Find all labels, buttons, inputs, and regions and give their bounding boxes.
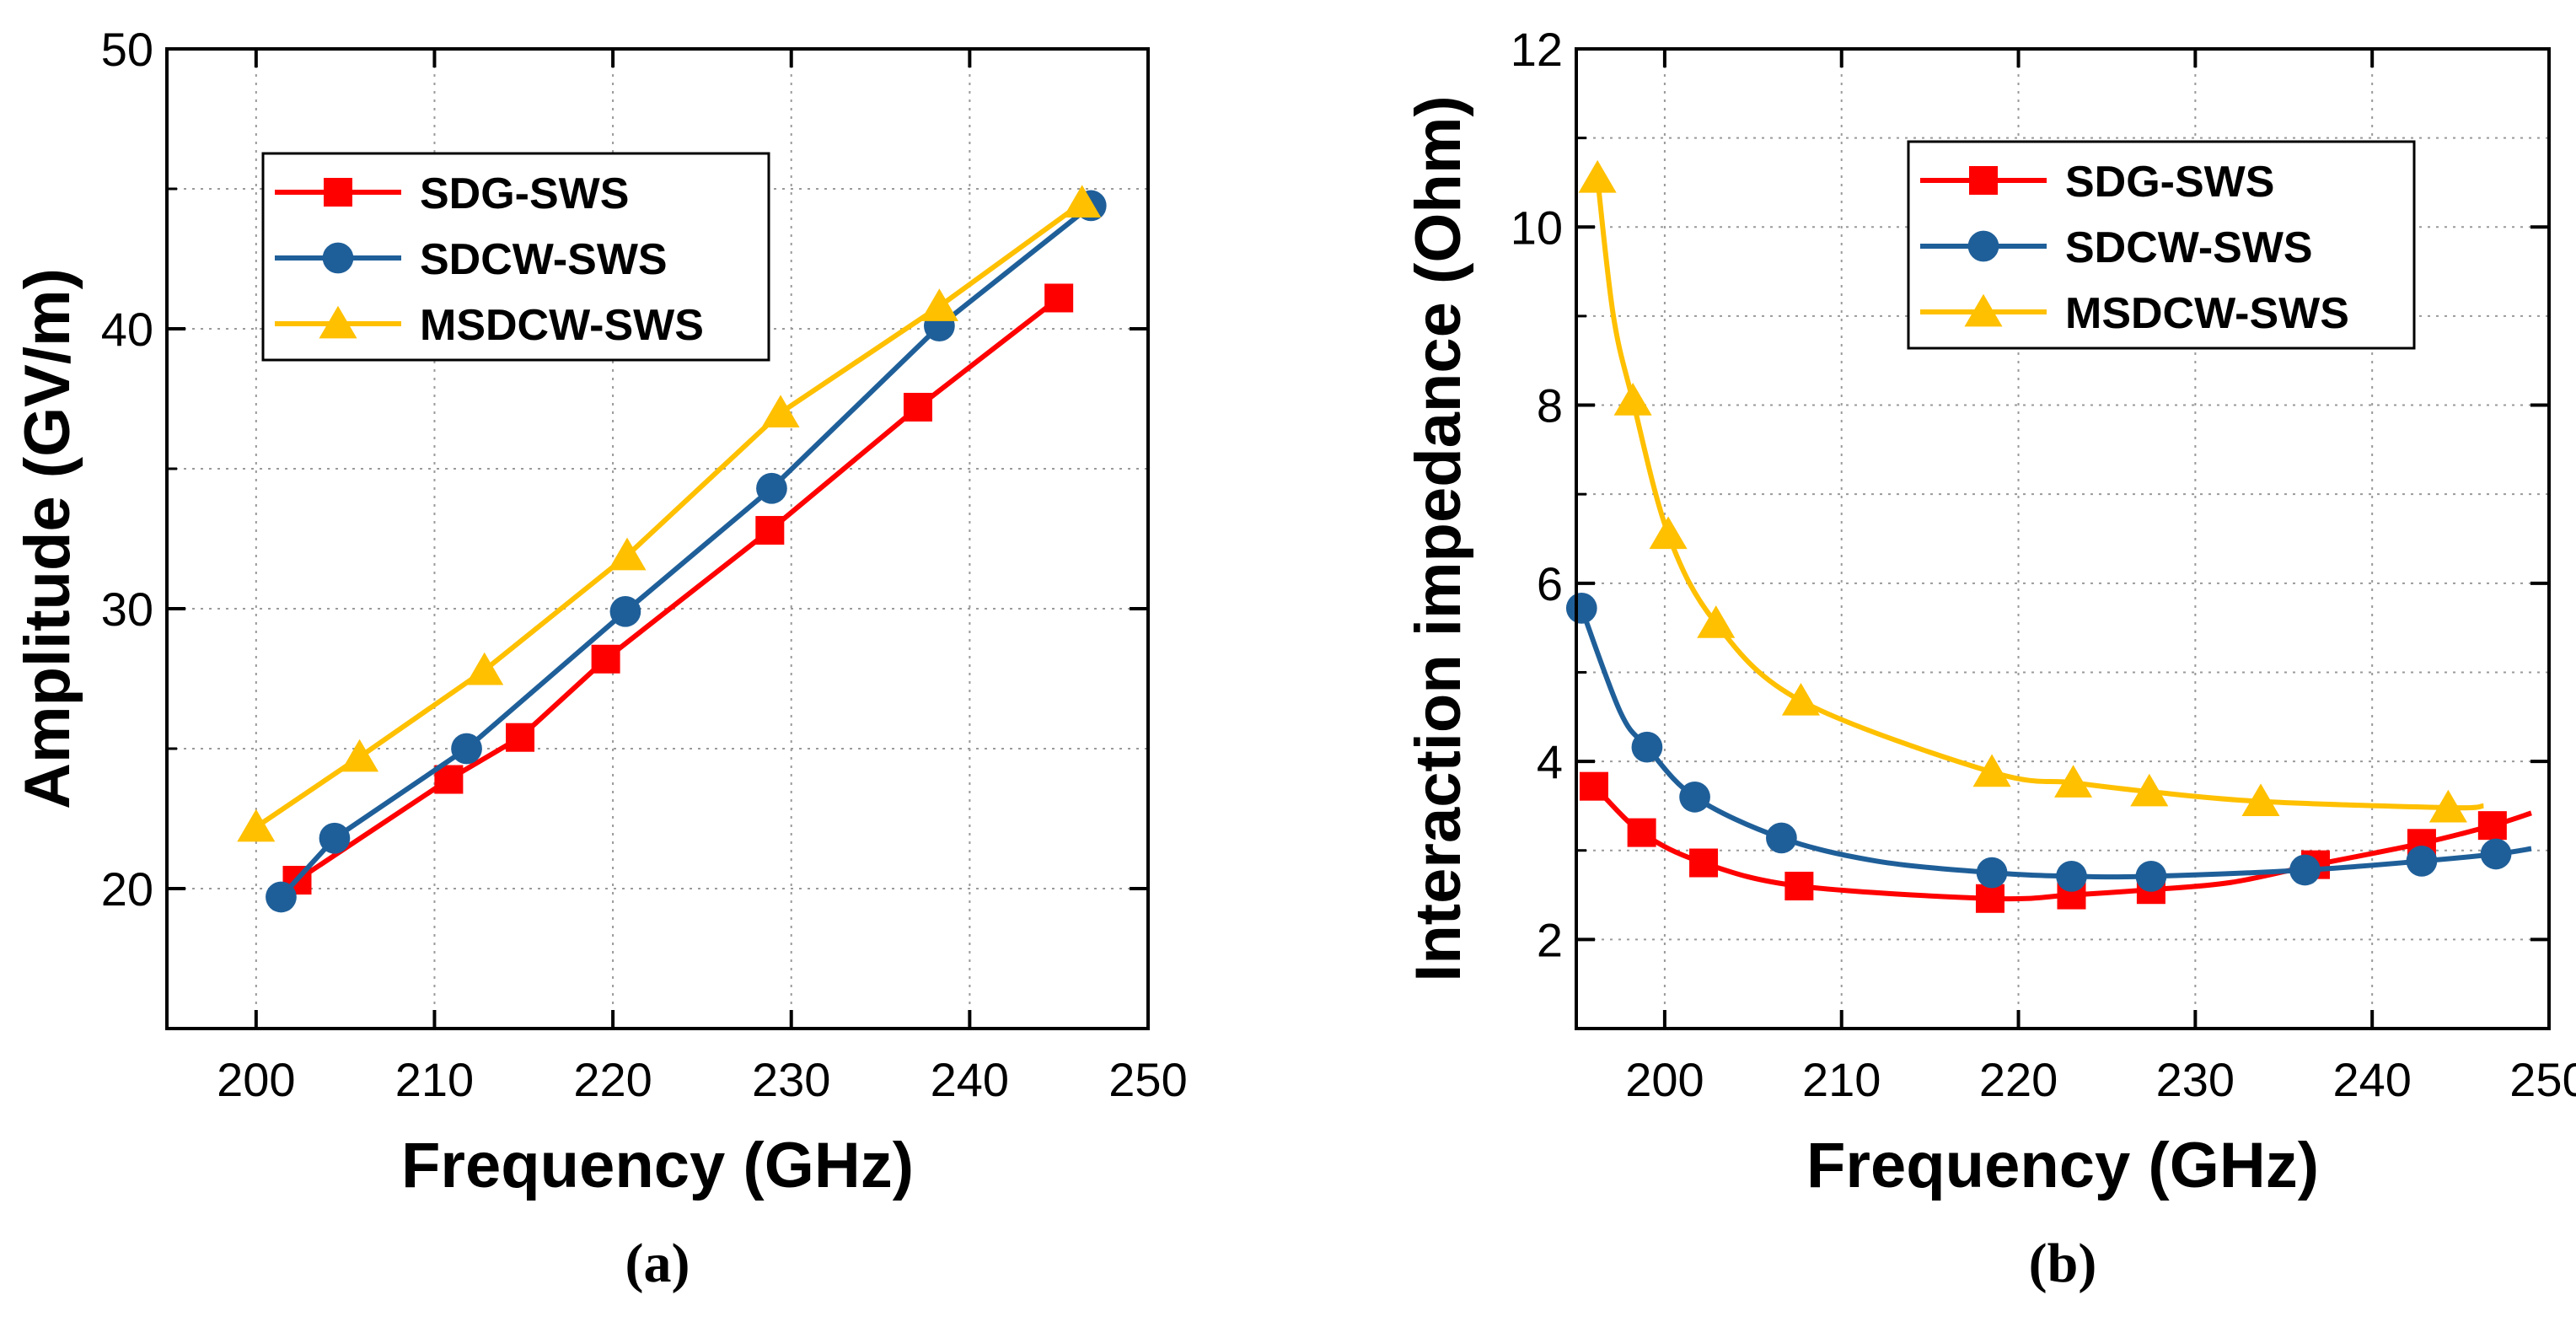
x-tick-label: 220 bbox=[1979, 1053, 2058, 1106]
legend-label: SDG-SWS bbox=[420, 169, 629, 218]
legend-label: MSDCW-SWS bbox=[2065, 289, 2349, 338]
y-tick-label: 10 bbox=[1511, 201, 1563, 254]
legend-marker-square bbox=[324, 178, 352, 207]
x-tick-label: 200 bbox=[1625, 1053, 1704, 1106]
data-point bbox=[2428, 789, 2467, 823]
data-point bbox=[2289, 854, 2321, 886]
series-line bbox=[1579, 607, 2532, 880]
legend-marker-square bbox=[1969, 166, 1998, 195]
data-point bbox=[1613, 383, 1652, 416]
y-tick-label: 12 bbox=[1511, 23, 1563, 76]
series-sdcw-sws bbox=[1565, 593, 2532, 892]
legend-label: SDCW-SWS bbox=[2065, 223, 2313, 272]
y-tick-label: 30 bbox=[101, 583, 153, 636]
data-point bbox=[1689, 848, 1719, 878]
x-axis-label: Frequency (GHz) bbox=[1806, 1130, 2319, 1201]
data-point bbox=[2480, 838, 2512, 870]
data-point bbox=[1679, 781, 1710, 813]
plot-frame bbox=[165, 47, 1150, 1030]
legend: SDG-SWS SDCW-SWS MSDCW-SWS bbox=[1907, 140, 2416, 350]
x-tick-label: 240 bbox=[931, 1053, 1009, 1106]
data-point bbox=[341, 739, 379, 772]
data-point bbox=[761, 395, 800, 428]
data-point bbox=[1697, 605, 1736, 638]
data-point bbox=[591, 644, 620, 674]
data-point bbox=[1766, 822, 1797, 854]
chart-panel-a: 200 210 220 230 240 250 20 30 40 50 Frequency (GHz… bbox=[12, 23, 1188, 1294]
y-tick-label: 50 bbox=[101, 23, 153, 76]
data-point bbox=[2241, 783, 2280, 817]
data-point bbox=[465, 652, 504, 685]
data-point bbox=[1044, 283, 1074, 313]
legend-marker-circle bbox=[1967, 230, 1999, 262]
series-msdcw-sws bbox=[237, 185, 1102, 842]
y-axis-label: Interaction impedance (Ohm) bbox=[1403, 95, 1474, 982]
data-point bbox=[1565, 593, 1597, 624]
x-tick-label: 230 bbox=[752, 1053, 830, 1106]
x-tick-label: 210 bbox=[1802, 1053, 1881, 1106]
legend-label: SDCW-SWS bbox=[420, 235, 668, 284]
data-point bbox=[2135, 861, 2167, 892]
data-point bbox=[903, 392, 932, 422]
data-point bbox=[756, 472, 787, 504]
data-point bbox=[1781, 683, 1820, 716]
data-point bbox=[2130, 773, 2169, 807]
x-tick-label: 250 bbox=[2509, 1053, 2576, 1106]
axes: 200 210 220 230 240 250 2 4 6 8 10 12 bbox=[1511, 23, 2576, 1106]
y-axis-label: Amplitude (GV/m) bbox=[12, 268, 83, 809]
data-point bbox=[319, 822, 351, 854]
y-tick-label: 40 bbox=[101, 303, 153, 356]
data-point bbox=[1579, 771, 1608, 801]
data-point bbox=[2477, 811, 2507, 841]
axes: 200 210 220 230 240 250 20 30 40 50 bbox=[101, 23, 1188, 1106]
data-point bbox=[266, 881, 297, 913]
series-sdg-sws bbox=[282, 283, 1074, 895]
legend-marker-triangle bbox=[1964, 293, 2003, 327]
y-tick-label: 8 bbox=[1537, 379, 1563, 432]
data-point bbox=[608, 537, 647, 571]
x-tick-label: 220 bbox=[573, 1053, 652, 1106]
panel-label: (b) bbox=[2029, 1233, 2097, 1294]
x-tick-label: 200 bbox=[217, 1053, 295, 1106]
data-point bbox=[506, 723, 535, 752]
data-point bbox=[755, 516, 785, 545]
series-msdcw-sws bbox=[1578, 159, 2484, 823]
data-point bbox=[1976, 857, 2008, 889]
data-point bbox=[2056, 861, 2087, 892]
data-point bbox=[1631, 731, 1663, 763]
x-tick-label: 230 bbox=[2156, 1053, 2235, 1106]
panel-label: (a) bbox=[625, 1233, 690, 1294]
x-tick-label: 240 bbox=[2332, 1053, 2411, 1106]
x-tick-label: 250 bbox=[1108, 1053, 1187, 1106]
data-point bbox=[609, 595, 641, 627]
data-point bbox=[920, 288, 958, 321]
data-point bbox=[1627, 818, 1656, 847]
data-point bbox=[451, 733, 482, 765]
x-tick-label: 210 bbox=[395, 1053, 474, 1106]
x-axis-label: Frequency (GHz) bbox=[401, 1130, 914, 1201]
y-tick-label: 6 bbox=[1537, 557, 1563, 610]
data-point bbox=[2406, 846, 2438, 877]
series-line bbox=[295, 296, 1061, 883]
legend-label: SDG-SWS bbox=[2065, 158, 2274, 207]
plot-frame bbox=[1575, 47, 2551, 1030]
data-point bbox=[237, 809, 276, 842]
y-tick-label: 4 bbox=[1537, 735, 1563, 788]
y-tick-label: 20 bbox=[101, 862, 153, 916]
data-point bbox=[2054, 765, 2093, 798]
chart-panel-b: 200 210 220 230 240 250 2 4 6 8 10 12 Frequency (GHz… bbox=[1403, 23, 2576, 1294]
legend-label: MSDCW-SWS bbox=[420, 301, 704, 350]
legend-marker-triangle bbox=[319, 305, 357, 339]
y-tick-label: 2 bbox=[1537, 913, 1563, 966]
data-point bbox=[1649, 516, 1688, 550]
data-point bbox=[1975, 884, 2004, 913]
series-sdg-sws bbox=[1579, 771, 2532, 913]
data-point bbox=[1063, 185, 1102, 218]
legend-marker-circle bbox=[322, 242, 354, 274]
legend: SDG-SWS SDCW-SWS MSDCW-SWS bbox=[261, 152, 770, 362]
data-point bbox=[1784, 871, 1814, 900]
data-point bbox=[1972, 754, 2011, 787]
data-point bbox=[1578, 159, 1617, 193]
